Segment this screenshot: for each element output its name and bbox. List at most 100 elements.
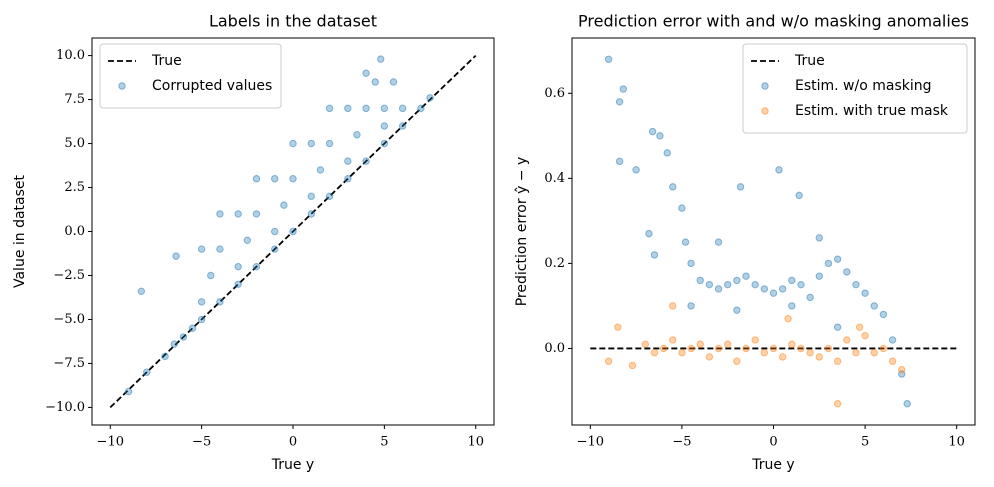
y-tick-label: 0.6 <box>544 86 565 101</box>
point <box>398 104 407 113</box>
point <box>234 280 242 288</box>
x-tick-label: −10 <box>577 435 604 450</box>
point <box>207 271 215 280</box>
point <box>678 204 686 212</box>
point <box>669 336 677 344</box>
point <box>903 400 911 408</box>
point <box>861 289 869 297</box>
legend-marker <box>118 82 126 90</box>
point <box>879 310 888 319</box>
point <box>861 331 869 340</box>
point <box>380 139 389 148</box>
point <box>632 166 640 174</box>
point <box>824 344 833 353</box>
point <box>687 259 695 268</box>
subplot: Prediction error with and w/o masking an… <box>514 12 976 473</box>
point <box>325 104 334 113</box>
true-line <box>109 54 477 409</box>
point <box>650 349 659 357</box>
point <box>380 104 389 113</box>
point <box>806 293 814 302</box>
x-tick-label: −5 <box>192 435 211 450</box>
point <box>170 340 178 348</box>
point <box>833 357 842 365</box>
point <box>398 122 407 130</box>
point <box>307 192 315 201</box>
point <box>197 245 206 253</box>
point <box>389 78 398 86</box>
y-label: Prediction error ŷ − y <box>514 157 530 307</box>
y-tick-label: 0.4 <box>544 171 565 186</box>
point <box>815 272 823 280</box>
point <box>380 122 389 130</box>
x-label: True y <box>751 457 794 473</box>
point <box>669 183 677 191</box>
y-tick-label: 7.5 <box>64 92 85 107</box>
legend-label: True <box>794 53 825 69</box>
point <box>733 357 741 365</box>
y-tick-label: 0.0 <box>544 341 565 356</box>
point <box>628 361 637 370</box>
legend: True Estim. w/o masking Estim. with true m… <box>742 43 968 134</box>
legend: True Corrupted values <box>99 43 282 109</box>
x-tick-label: 5 <box>380 435 388 450</box>
point <box>371 78 379 86</box>
point <box>377 55 385 63</box>
y-tick-label: 5.0 <box>64 136 85 151</box>
point <box>137 287 146 296</box>
x-tick-label: 0 <box>289 435 297 450</box>
point <box>898 366 906 374</box>
point <box>705 353 714 361</box>
point <box>852 349 860 357</box>
y-tick-label: −10.0 <box>45 400 85 415</box>
x-tick-label: 0 <box>769 435 777 450</box>
point <box>216 245 224 253</box>
point <box>833 323 842 331</box>
point <box>316 166 325 174</box>
legend-marker <box>761 107 769 115</box>
point <box>870 349 878 357</box>
point <box>604 55 613 63</box>
point <box>289 227 297 236</box>
x-tick-label: −5 <box>672 435 691 450</box>
point <box>362 157 370 165</box>
point <box>815 353 823 361</box>
point <box>788 276 796 285</box>
title: Labels in the dataset <box>209 12 377 31</box>
point <box>188 324 197 332</box>
point <box>243 236 252 244</box>
y-tick-label: 2.5 <box>64 180 85 195</box>
x-tick-label: 10 <box>467 435 484 450</box>
point <box>724 280 732 289</box>
point <box>615 98 624 106</box>
point <box>426 94 434 102</box>
point <box>742 272 750 280</box>
point <box>806 349 814 357</box>
point <box>760 349 769 357</box>
point <box>124 387 133 396</box>
point <box>307 139 315 148</box>
point <box>271 245 279 253</box>
y-tick-label: 0.2 <box>544 256 565 271</box>
point <box>650 251 659 259</box>
y-tick-label: 0.0 <box>64 224 85 239</box>
point <box>888 336 897 344</box>
point <box>252 262 261 271</box>
legend-label: Corrupted values <box>152 78 272 94</box>
point <box>615 157 624 166</box>
point <box>344 175 352 183</box>
point <box>788 340 796 348</box>
point <box>733 276 741 285</box>
point <box>778 285 787 293</box>
point <box>344 157 352 165</box>
point <box>855 323 864 331</box>
point <box>775 166 783 174</box>
x-tick-label: 5 <box>861 435 869 450</box>
point <box>742 344 750 353</box>
point <box>252 175 261 183</box>
point <box>619 85 627 93</box>
x-label: True y <box>271 457 314 473</box>
point <box>843 268 851 276</box>
point <box>289 139 297 148</box>
